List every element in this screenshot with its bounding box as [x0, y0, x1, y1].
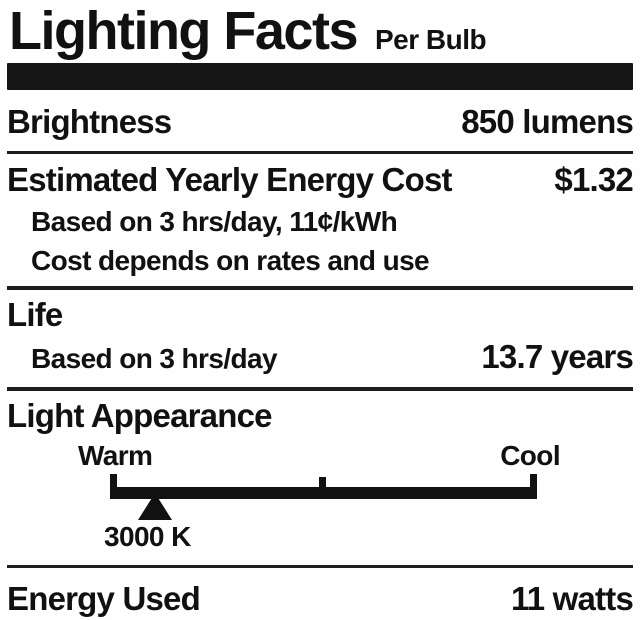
energy-used-row: Energy Used 11 watts — [7, 580, 634, 618]
temperature-marker-icon — [138, 493, 172, 521]
scale-tick-warm-end — [110, 474, 117, 500]
brightness-label: Brightness — [7, 103, 172, 141]
energy-cost-row: Estimated Yearly Energy Cost $1.32 — [7, 161, 634, 199]
scale-tick-middle — [319, 477, 326, 500]
brightness-row: Brightness 850 lumens — [7, 103, 634, 141]
section-rule — [7, 565, 633, 569]
section-rule — [7, 286, 633, 291]
label-title: Lighting Facts — [9, 1, 358, 61]
energy-used-label: Energy Used — [7, 580, 201, 618]
temperature-marker-value: 3000 K — [104, 521, 191, 553]
life-row: Based on 3 hrs/day 13.7 years — [7, 338, 634, 376]
life-label: Life — [7, 296, 63, 334]
life-basis-label: Based on 3 hrs/day — [31, 343, 278, 375]
scale-tick-cool-end — [530, 474, 537, 500]
color-temperature-scale: 3000 K — [7, 472, 633, 565]
energy-cost-note-rates: Cost depends on rates and use — [31, 245, 430, 277]
label-subtitle: Per Bulb — [374, 24, 487, 55]
life-value: 13.7 years — [481, 338, 633, 376]
warm-label: Warm — [78, 440, 153, 472]
light-appearance-label: Light Appearance — [7, 397, 272, 435]
title-divider-bar — [7, 63, 633, 91]
label-header: Lighting Facts Per Bulb — [7, 1, 633, 61]
energy-cost-value: $1.32 — [554, 161, 633, 199]
section-rule — [7, 151, 633, 155]
brightness-value: 850 lumens — [461, 103, 634, 141]
cool-label: Cool — [500, 440, 560, 472]
energy-cost-note-basis: Based on 3 hrs/day, 11¢/kWh — [31, 205, 398, 237]
section-rule — [7, 387, 633, 392]
energy-cost-label: Estimated Yearly Energy Cost — [7, 161, 453, 199]
scale-endpoint-labels: Warm Cool — [7, 440, 633, 472]
energy-used-value: 11 watts — [510, 580, 634, 618]
